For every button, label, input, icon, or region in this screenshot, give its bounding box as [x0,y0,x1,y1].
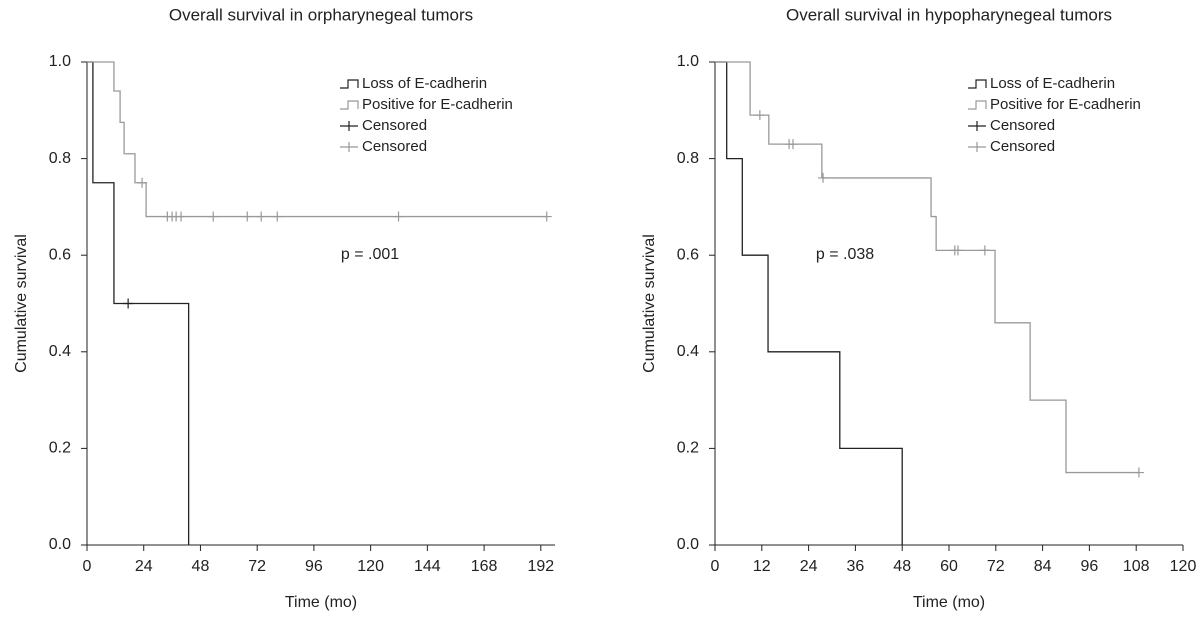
x-tick-label: 12 [753,558,771,575]
censor-mark [818,172,829,183]
y-tick-label: 0.4 [49,343,71,360]
chart-title: Overall survival in orpharynegeal tumors [169,5,473,24]
censor-mark [137,177,148,188]
legend-icon [340,100,359,110]
censor-mark [754,110,765,121]
censor-mark [979,245,990,256]
censor-mark [272,211,283,222]
x-tick-label: 72 [248,558,266,575]
y-tick-label: 0.6 [677,246,699,263]
survival-curve [715,61,903,545]
legend-icon [968,142,986,152]
survival-curve [87,61,190,545]
censor-mark [123,298,134,309]
censor-mark [952,245,963,256]
x-tick-label: 48 [192,558,210,575]
legend-label: Censored [990,138,1055,155]
y-tick-label: 0.0 [677,536,699,553]
x-axis-label: Time (mo) [285,594,357,611]
plot: Overall survival in hypopharynegeal tumo… [641,5,1196,611]
x-tick-label: 84 [1034,558,1052,575]
x-tick-label: 24 [800,558,818,575]
censor-mark [1133,467,1144,478]
censor-mark [208,211,219,222]
y-tick-label: 0.0 [49,536,71,553]
chart-title: Overall survival in hypopharynegeal tumo… [786,5,1112,24]
y-tick-label: 0.2 [677,440,699,457]
legend-label: Positive for E-cadherin [990,96,1141,113]
x-tick-label: 96 [305,558,323,575]
x-tick-label: 24 [135,558,153,575]
censor-mark [256,211,267,222]
survival-curve [715,61,1139,474]
legend-label: Loss of E-cadherin [990,75,1115,92]
legend-icon [968,121,986,131]
x-tick-label: 120 [357,558,384,575]
y-axis-label: Cumulative survival [641,234,658,373]
legend-label: Censored [990,117,1055,134]
x-tick-label: 72 [987,558,1005,575]
y-tick-label: 0.8 [49,150,71,167]
x-tick-label: 0 [711,558,720,575]
censor-mark [541,211,552,222]
censor-mark [788,139,798,150]
y-tick-label: 0.6 [49,246,71,263]
legend-icon [968,100,987,110]
legend-label: Censored [362,138,427,155]
y-tick-label: 0.2 [49,440,71,457]
x-tick-label: 0 [83,558,92,575]
legend-icon [340,79,359,89]
annotation: p = .001 [341,246,399,263]
censor-mark [242,211,253,222]
x-tick-label: 144 [414,558,441,575]
legend-label: Censored [362,117,427,134]
x-tick-label: 108 [1123,558,1150,575]
legend-icon [340,121,358,131]
censor-mark [176,211,187,222]
y-tick-label: 0.4 [677,343,699,360]
x-axis-label: Time (mo) [913,594,985,611]
x-tick-label: 60 [940,558,958,575]
survival-curve [87,61,547,218]
legend-label: Positive for E-cadherin [362,96,513,113]
x-tick-label: 120 [1170,558,1197,575]
y-tick-label: 1.0 [677,53,699,70]
legend-label: Loss of E-cadherin [362,75,487,92]
x-tick-label: 96 [1081,558,1099,575]
x-tick-label: 168 [471,558,498,575]
x-tick-label: 192 [527,558,554,575]
annotation: p = .038 [816,246,874,263]
x-tick-label: 48 [893,558,911,575]
plot: Overall survival in orpharynegeal tumors… [13,5,555,611]
y-tick-label: 0.8 [677,150,699,167]
y-tick-label: 1.0 [49,53,71,70]
legend-icon [968,79,987,89]
y-axis-label: Cumulative survival [13,234,30,373]
legend-icon [340,142,358,152]
censor-mark [393,211,404,222]
x-tick-label: 36 [847,558,865,575]
